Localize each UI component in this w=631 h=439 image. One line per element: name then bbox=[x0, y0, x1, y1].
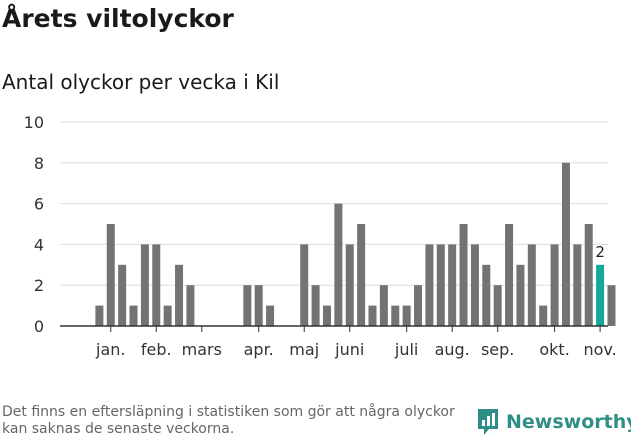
bar bbox=[459, 224, 468, 326]
bar bbox=[118, 264, 127, 326]
bar bbox=[550, 244, 559, 326]
brand-logo: Newsworthy bbox=[476, 407, 631, 437]
y-tick-label: 4 bbox=[34, 235, 44, 254]
x-tick-label: jan. bbox=[95, 340, 125, 359]
bar bbox=[152, 244, 161, 326]
x-tick-label: maj bbox=[289, 340, 319, 359]
y-tick-label: 6 bbox=[34, 195, 44, 214]
bar bbox=[129, 305, 138, 326]
bar bbox=[448, 244, 457, 326]
newsworthy-logo-icon bbox=[478, 409, 498, 435]
bar-chart: 0 2 4 6 8 10 2 jan. feb. mars apr. maj juni juli aug. s… bbox=[24, 113, 617, 359]
bar bbox=[402, 305, 411, 326]
bar bbox=[425, 244, 434, 326]
bar bbox=[243, 285, 252, 326]
x-tick-label: apr. bbox=[244, 340, 274, 359]
chart-title: Årets viltolyckor bbox=[2, 4, 234, 33]
bar bbox=[493, 285, 502, 326]
bar bbox=[186, 285, 195, 326]
bar bbox=[345, 244, 354, 326]
bar bbox=[266, 305, 275, 326]
bar-highlight bbox=[596, 264, 605, 326]
bar bbox=[527, 244, 536, 326]
bar bbox=[357, 224, 366, 326]
bar bbox=[95, 305, 104, 326]
x-tick-label: nov. bbox=[583, 340, 616, 359]
x-tick-label: sep. bbox=[481, 340, 514, 359]
footnote: Det finns en eftersläpning i statistiken… bbox=[2, 404, 455, 437]
brand-name: Newsworthy bbox=[506, 411, 631, 433]
bar bbox=[516, 264, 525, 326]
bar bbox=[470, 244, 479, 326]
bar bbox=[140, 244, 149, 326]
x-tick-label: juli bbox=[394, 340, 418, 359]
y-tick-label: 0 bbox=[34, 317, 44, 336]
x-tick-label: aug. bbox=[435, 340, 470, 359]
data-label: 2 bbox=[595, 243, 605, 261]
bar bbox=[414, 285, 423, 326]
x-tick-label: okt. bbox=[539, 340, 569, 359]
bar bbox=[391, 305, 400, 326]
bar bbox=[584, 224, 593, 326]
bar bbox=[311, 285, 320, 326]
bar bbox=[482, 264, 491, 326]
x-tick-label: feb. bbox=[141, 340, 172, 359]
bar bbox=[334, 203, 343, 326]
bar bbox=[573, 244, 582, 326]
bar bbox=[163, 305, 172, 326]
bar bbox=[106, 224, 115, 326]
x-tick-label: mars bbox=[182, 340, 222, 359]
bar bbox=[254, 285, 263, 326]
y-tick-label: 8 bbox=[34, 154, 44, 173]
chart-subtitle: Antal olyckor per vecka i Kil bbox=[2, 70, 280, 94]
bar bbox=[368, 305, 377, 326]
y-tick-label: 10 bbox=[24, 113, 44, 132]
bar bbox=[322, 305, 331, 326]
bar bbox=[379, 285, 388, 326]
bar bbox=[436, 244, 445, 326]
bar bbox=[539, 305, 548, 326]
bar bbox=[607, 285, 616, 326]
bar bbox=[175, 264, 184, 326]
bar bbox=[561, 162, 570, 326]
y-tick-label: 2 bbox=[34, 276, 44, 295]
x-tick-label: juni bbox=[334, 340, 364, 359]
bar bbox=[300, 244, 309, 326]
bar bbox=[505, 224, 514, 326]
